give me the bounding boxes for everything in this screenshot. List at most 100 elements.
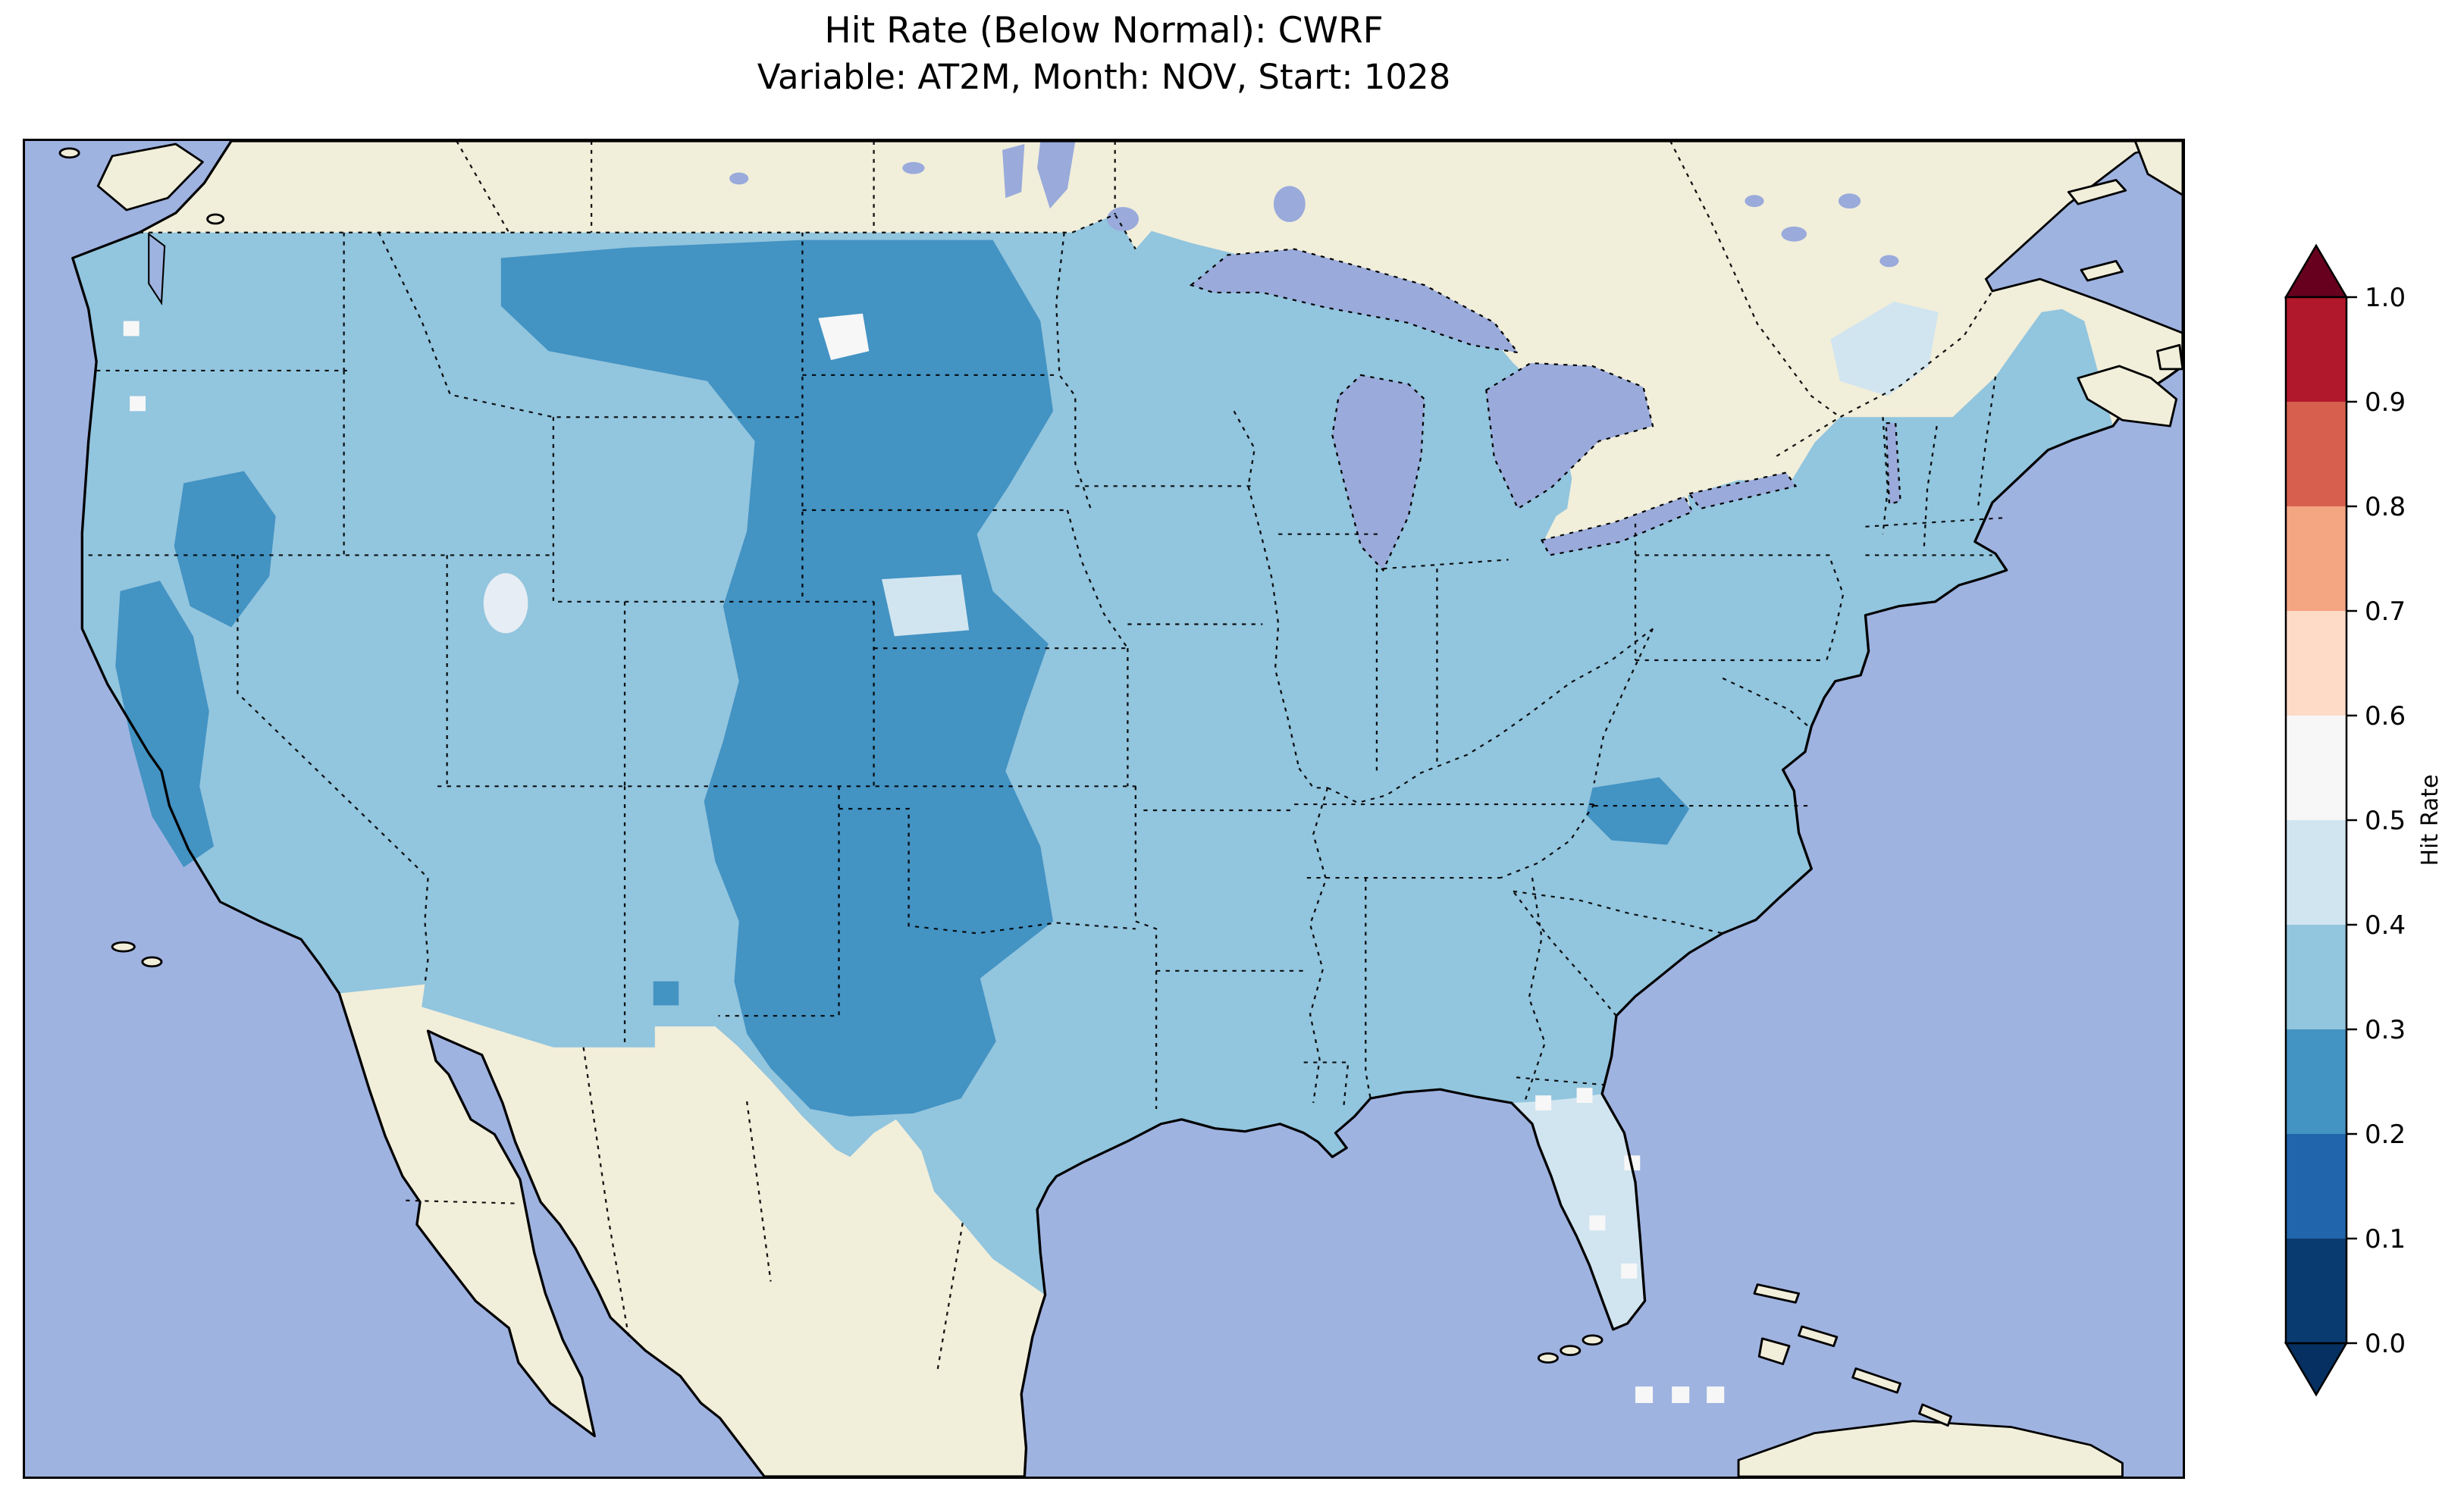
lake-champlain [1885, 422, 1901, 506]
lake-manitoba [1002, 143, 1025, 199]
puget-sound [148, 232, 166, 306]
map-axes [23, 139, 2185, 1479]
keys-white-cell [1635, 1386, 1654, 1403]
colorbar-tick-label: 0.0 [2365, 1329, 2406, 1359]
new-mexico-dark-cell [653, 981, 679, 1006]
channel-island [141, 956, 163, 968]
colorbar-bin-0.1-0.2 [2286, 1134, 2346, 1239]
oregon-white-cell [130, 396, 146, 412]
pacific-islet [58, 147, 80, 159]
lake-winnipeg [1037, 141, 1076, 209]
prince-edward-island [2080, 259, 2124, 282]
colorbar-tick-label: 0.1 [2365, 1224, 2406, 1254]
colorbar-tick-label: 0.7 [2365, 597, 2406, 627]
andros-island [1757, 1337, 1791, 1365]
colorbar-tick-label: 0.6 [2365, 701, 2406, 731]
florida-white-cell [1576, 1088, 1593, 1104]
prairie-lake [902, 161, 925, 174]
plot-subtitle: Variable: AT2M, Month: NOV, Start: 1028 [757, 57, 1451, 98]
colorbar-tick-label: 1.0 [2365, 283, 2406, 313]
lake-superior [1189, 248, 1520, 354]
colorbar-tick-label: 0.4 [2365, 910, 2406, 941]
great-lakes [1189, 248, 1901, 572]
usa-hitrate-base-layer [72, 215, 2113, 1330]
small-lakes [729, 141, 1899, 268]
colorbar-canvas: 0.0 0.1 0.2 0.3 0.4 0.5 0.6 0.7 0.8 0.9 1.0 Hit Ra… [2284, 243, 2444, 1397]
lake-erie [1540, 495, 1694, 556]
colorbar-bin-0.6-0.7 [2286, 611, 2346, 716]
vancouver-island [96, 143, 204, 211]
colorbar-ticks: 0.0 0.1 0.2 0.3 0.4 0.5 0.6 0.7 0.8 0.9 1.0 [2346, 283, 2406, 1359]
florida-light-region [1511, 1094, 1645, 1330]
hitrate-04-05-regions [882, 301, 1939, 1330]
state-borders [88, 141, 2007, 1372]
lake-of-the-woods [1107, 207, 1140, 231]
colorbar-bin-0.7-0.8 [2286, 506, 2346, 611]
colorbar-bin-0.5-0.6 [2286, 716, 2346, 820]
newfoundland [2133, 141, 2183, 196]
colorbar-tick-label: 0.2 [2365, 1120, 2406, 1150]
lake-michigan [1331, 374, 1425, 572]
plains-state-borders [802, 232, 1307, 1109]
lake-nipigon [1273, 186, 1306, 222]
nevada-dark-region [174, 471, 276, 628]
quebec-lake [1781, 226, 1807, 242]
nova-scotia [2077, 365, 2178, 428]
western-state-borders [88, 232, 1136, 1048]
new-england-light-region [1830, 301, 1939, 396]
washington-white-cell [123, 321, 140, 337]
eastern-state-borders [1294, 523, 1845, 1104]
canada-province-borders [456, 141, 1993, 457]
colorbar-over-arrow [2284, 243, 2349, 299]
map-canvas [25, 141, 2183, 1477]
north-dakota-light-spot [818, 313, 870, 361]
cuba [1737, 1420, 2124, 1477]
florida-key [1560, 1345, 1582, 1357]
quebec-lake [1879, 255, 1899, 268]
sd-ne-light-patch [882, 575, 970, 637]
cape-breton [2156, 343, 2183, 371]
colorbar-bin-0.2-0.3 [2286, 1029, 2346, 1134]
us-canada-border [139, 213, 1136, 250]
lake-ontario [1688, 471, 1798, 510]
colorbar-bin-0.8-0.9 [2286, 402, 2346, 506]
bahamas-island [1918, 1403, 1952, 1427]
colorbar-bin-0.3-0.4 [2286, 925, 2346, 1029]
colorbar-label: Hit Rate [2417, 775, 2444, 866]
keys-white-cell [1707, 1386, 1725, 1403]
colorbar-tick-label: 0.3 [2365, 1015, 2406, 1045]
colorbar-tick-label: 0.5 [2365, 806, 2406, 836]
florida-white-cell [1589, 1215, 1606, 1231]
colorbar-bin-0.4-0.5 [2286, 820, 2346, 925]
islands [58, 141, 2183, 1477]
midwest-state-borders [1278, 533, 1654, 804]
lake-huron [1485, 362, 1654, 510]
florida-key [1537, 1352, 1559, 1364]
florida-key [1582, 1334, 1603, 1346]
channel-island [111, 941, 136, 953]
plot-title: Hit Rate (Below Normal): CWRF [824, 10, 1384, 52]
florida-white-cell [1621, 1263, 1638, 1279]
north-carolina-dark-region [1586, 777, 1690, 845]
colorbar: 0.0 0.1 0.2 0.3 0.4 0.5 0.6 0.7 0.8 0.9 1.0 Hit Ra… [2274, 243, 2464, 1410]
colorbar-bin-0.0-0.1 [2286, 1239, 2346, 1343]
plot-title-block: Hit Rate (Below Normal): CWRF Variable: … [23, 8, 2185, 99]
pacific-islet [206, 213, 225, 225]
keys-white-cell [1672, 1386, 1690, 1403]
colorbar-bin-0.9-1.0 [2286, 297, 2346, 402]
colorbar-segments [2286, 297, 2346, 1343]
quebec-lake [1838, 193, 1861, 209]
prairie-lake [729, 172, 749, 185]
colorbar-tick-label: 0.9 [2365, 387, 2406, 418]
colorbar-tick-label: 0.8 [2365, 492, 2406, 522]
great-plains-dark-region [500, 240, 1054, 1117]
sierra-nevada-dark-region [115, 581, 215, 868]
hitrate-02-03-regions [115, 240, 1690, 1117]
bahamas-island [1851, 1367, 1901, 1394]
west-texas-dark-cell [826, 1033, 852, 1055]
great-salt-lake [483, 573, 528, 634]
quebec-lake [1745, 195, 1764, 208]
bahamas-island [1798, 1325, 1839, 1348]
florida-white-cell [1535, 1095, 1552, 1110]
